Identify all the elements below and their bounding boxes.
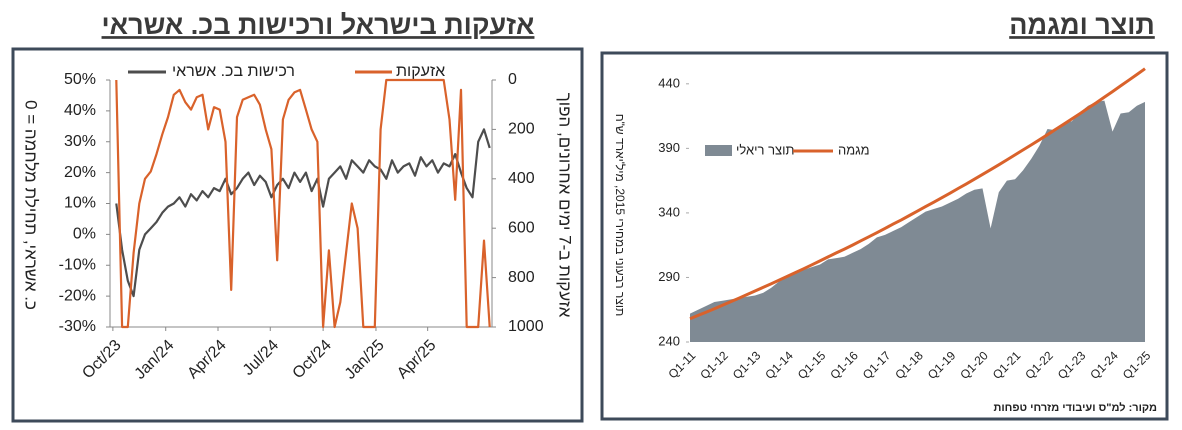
x-tick-label: Jul/24 — [240, 337, 282, 379]
y-tick-label: 40% — [64, 102, 96, 119]
x-tick-label: Q1-17 — [860, 348, 894, 382]
x-tick-label: Q1-18 — [892, 348, 926, 382]
legend-swatch — [705, 145, 732, 156]
y2-axis-title: אזעקות ב-7 ימים אחרונים, הפוך — [556, 93, 575, 318]
x-tick-label: Apr/25 — [394, 337, 439, 382]
y2-tick-label: 800 — [508, 269, 535, 286]
y-tick-label: 340 — [658, 204, 680, 219]
x-tick-label: Q1-25 — [1120, 348, 1154, 382]
x-tick-label: Jan/25 — [342, 337, 388, 383]
right-title: תוצר ומגמה — [1009, 10, 1155, 40]
series-area — [690, 100, 1145, 342]
x-tick-label: Q1-14 — [762, 348, 796, 382]
x-tick-label: Q1-11 — [666, 348, 699, 381]
x-tick-label: Jan/24 — [132, 337, 178, 383]
y-tick-label: 0% — [73, 226, 96, 243]
x-tick-label: Q1-16 — [827, 348, 861, 382]
y-tick-label: 440 — [658, 75, 680, 90]
legend-label: רכישות בכ. אשראי — [172, 63, 295, 80]
legend-label: תוצר ריאלי — [736, 142, 795, 157]
y2-tick-label: 200 — [508, 121, 535, 138]
left-panel — [11, 47, 584, 423]
x-tick-label: Q1-19 — [925, 348, 959, 382]
y2-tick-label: 0 — [508, 71, 517, 88]
source-note: מקור: למ"ס ועיבודי מזרחי טפחות — [993, 401, 1157, 414]
x-tick-label: Q1-23 — [1055, 348, 1089, 382]
y-tick-label: 30% — [64, 133, 96, 150]
right-panel — [600, 51, 1169, 421]
x-tick-label: Q1-24 — [1087, 348, 1121, 382]
x-tick-label: Q1-22 — [1022, 348, 1056, 382]
y-tick-label: 240 — [658, 333, 680, 348]
y-axis-title: כ. אשראי, תחילת מלחמה = 0 — [22, 100, 41, 310]
legend-label: מגמה — [838, 142, 870, 157]
y-tick-label: 50% — [64, 71, 96, 88]
x-tick-label: Q1-12 — [697, 348, 731, 382]
y-axis-title: תוצר רבעוני במחירי 2015, מיל'יארד ש"ח — [613, 114, 627, 317]
y-tick-label: -10% — [59, 256, 96, 273]
y2-tick-label: 600 — [508, 219, 535, 236]
x-tick-label: Q1-15 — [795, 348, 829, 382]
x-tick-label: Q1-21 — [990, 348, 1024, 382]
legend-label: אזעקות — [396, 63, 445, 80]
y-tick-label: 390 — [658, 140, 680, 155]
y2-tick-label: 400 — [508, 170, 535, 187]
y-tick-label: 20% — [64, 164, 96, 181]
series-line — [689, 67, 1146, 321]
x-tick-label: Oct/24 — [290, 337, 335, 382]
y-tick-label: -20% — [59, 287, 96, 304]
left-title: אזעקות בישראל ורכישות בכ. אשראי — [102, 10, 535, 40]
y-tick-label: 290 — [658, 269, 680, 284]
y-tick-label: 10% — [64, 195, 96, 212]
x-tick-label: Apr/24 — [184, 337, 229, 382]
y2-tick-label: 1000 — [508, 318, 544, 335]
series-line — [115, 78, 491, 329]
x-tick-label: Q1-20 — [957, 348, 991, 382]
series-line — [115, 128, 491, 298]
x-tick-label: Oct/23 — [79, 337, 124, 382]
x-tick-label: Q1-13 — [730, 348, 764, 382]
y-tick-label: -30% — [59, 318, 96, 335]
